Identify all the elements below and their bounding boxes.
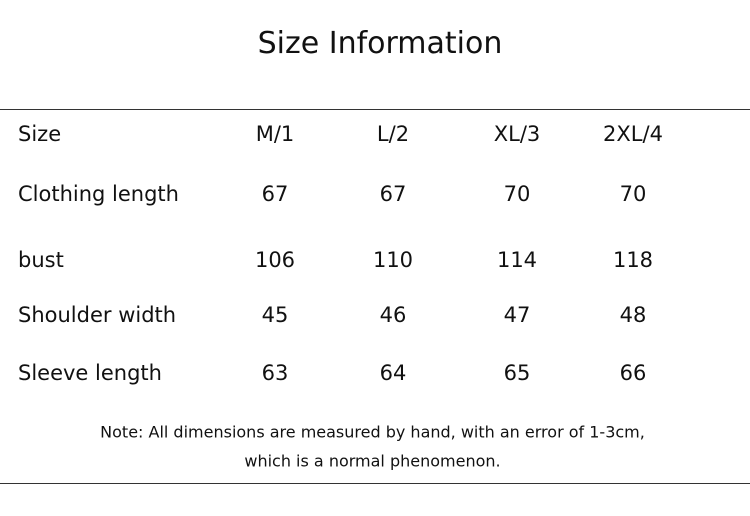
- cell: 47: [503, 303, 531, 327]
- note-line: Note: All dimensions are measured by han…: [100, 422, 645, 442]
- cell: 66: [619, 361, 647, 385]
- row-label: Shoulder width: [18, 303, 177, 327]
- row-label: bust: [18, 248, 64, 272]
- cell: 110: [372, 248, 414, 272]
- title: Size Information: [257, 26, 503, 61]
- cell: 67: [379, 182, 407, 206]
- cell: 67: [261, 182, 289, 206]
- cell: 64: [379, 361, 407, 385]
- cell: 70: [619, 182, 647, 206]
- cell: 45: [261, 303, 289, 327]
- cell: 46: [379, 303, 407, 327]
- cell: 118: [612, 248, 654, 272]
- row-label: Clothing length: [18, 182, 179, 206]
- header-cell: 2XL/4: [603, 122, 663, 146]
- cell: 63: [261, 361, 289, 385]
- divider: [0, 109, 750, 110]
- cell: 114: [496, 248, 538, 272]
- cell: 65: [503, 361, 531, 385]
- cell: 106: [254, 248, 296, 272]
- header-cell: Size: [18, 122, 62, 146]
- cell: 70: [503, 182, 531, 206]
- header-cell: XL/3: [493, 122, 541, 146]
- row-label: Sleeve length: [18, 361, 162, 385]
- header-cell: L/2: [376, 122, 410, 146]
- header-cell: M/1: [255, 122, 295, 146]
- divider: [0, 483, 750, 484]
- cell: 48: [619, 303, 647, 327]
- note-line: which is a normal phenomenon.: [244, 451, 501, 471]
